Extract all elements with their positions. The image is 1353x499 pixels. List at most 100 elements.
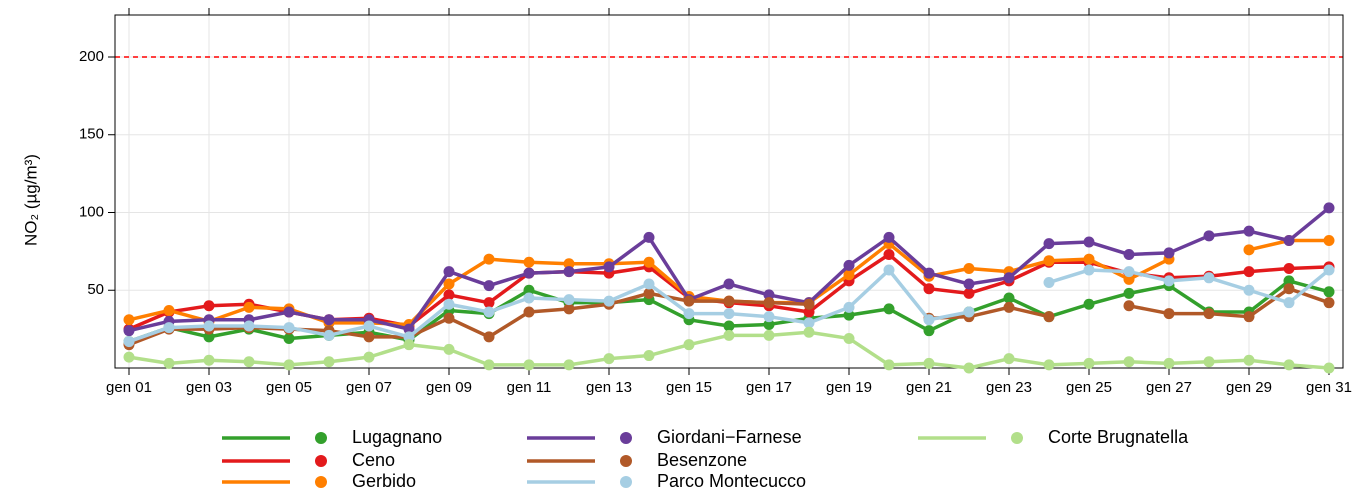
data-point	[1123, 300, 1135, 312]
data-point	[723, 320, 735, 332]
data-point	[523, 292, 535, 304]
data-point	[1003, 292, 1015, 304]
legend-label: Parco Montecucco	[657, 471, 806, 491]
data-point	[1043, 359, 1055, 371]
data-point	[243, 301, 255, 313]
data-point	[163, 357, 175, 369]
data-point	[803, 298, 815, 310]
data-point	[163, 304, 175, 316]
data-point	[203, 320, 215, 332]
data-point	[843, 259, 855, 271]
data-point	[763, 289, 775, 301]
data-point	[1123, 287, 1135, 299]
data-point	[1043, 276, 1055, 288]
data-point	[923, 325, 935, 337]
data-point	[1163, 357, 1175, 369]
x-tick-label: gen 15	[666, 379, 712, 396]
data-point	[763, 311, 775, 323]
data-point	[963, 287, 975, 299]
data-point	[1323, 234, 1335, 246]
data-point	[1043, 255, 1055, 267]
data-point	[963, 262, 975, 274]
data-point	[483, 253, 495, 265]
x-tick-label: gen 27	[1146, 379, 1192, 396]
data-point	[763, 318, 775, 330]
data-point	[563, 266, 575, 278]
data-point	[443, 298, 455, 310]
data-point	[443, 343, 455, 355]
data-point	[1243, 266, 1255, 278]
x-tick-label: gen 21	[906, 379, 952, 396]
data-point	[123, 325, 135, 337]
data-point	[1123, 356, 1135, 368]
data-point	[1043, 311, 1055, 323]
data-point	[523, 256, 535, 268]
data-point	[923, 283, 935, 295]
y-axis-label: NO₂ (µg/m³)	[21, 154, 40, 246]
data-point	[323, 329, 335, 341]
data-point	[1083, 253, 1095, 265]
data-point	[963, 306, 975, 318]
x-tick-label: gen 23	[986, 379, 1032, 396]
data-point	[563, 359, 575, 371]
series-line	[1048, 268, 1331, 305]
data-point	[1163, 308, 1175, 320]
y-tick-label: 100	[79, 203, 104, 220]
y-tick-label: 50	[87, 281, 104, 298]
data-point	[123, 314, 135, 326]
data-point	[323, 356, 335, 368]
legend-label: Giordani−Farnese	[657, 427, 802, 447]
data-point	[563, 258, 575, 270]
data-point	[1243, 225, 1255, 237]
data-point	[883, 248, 895, 260]
legend-label: Lugagnano	[352, 427, 442, 447]
data-point	[723, 308, 735, 320]
data-point	[443, 278, 455, 290]
data-point	[1283, 359, 1295, 371]
legend-dot	[1011, 432, 1023, 444]
data-point	[883, 303, 895, 315]
data-point	[283, 306, 295, 318]
data-point	[443, 312, 455, 324]
data-point	[203, 300, 215, 312]
data-point	[1083, 264, 1095, 276]
data-point	[923, 267, 935, 279]
data-point	[1323, 264, 1335, 276]
data-point	[603, 261, 615, 273]
data-point	[1003, 301, 1015, 313]
data-point	[803, 306, 815, 318]
x-tick-label: gen 05	[266, 379, 312, 396]
data-point	[883, 359, 895, 371]
data-point	[243, 320, 255, 332]
data-point	[403, 323, 415, 335]
data-point	[763, 297, 775, 309]
data-point	[1003, 272, 1015, 284]
data-point	[483, 359, 495, 371]
data-point	[1203, 308, 1215, 320]
data-point	[1203, 230, 1215, 242]
x-tick-label: gen 17	[746, 379, 792, 396]
data-point	[923, 357, 935, 369]
data-point	[563, 303, 575, 315]
data-point	[603, 353, 615, 365]
data-point	[323, 314, 335, 326]
data-point	[923, 314, 935, 326]
data-point	[443, 266, 455, 278]
data-point	[643, 256, 655, 268]
data-point	[523, 267, 535, 279]
data-point	[603, 295, 615, 307]
data-point	[643, 231, 655, 243]
data-point	[523, 359, 535, 371]
x-tick-label: gen 09	[426, 379, 472, 396]
data-point	[1203, 272, 1215, 284]
data-point	[203, 354, 215, 366]
data-point	[1283, 297, 1295, 309]
data-point	[283, 332, 295, 344]
data-point	[1123, 273, 1135, 285]
data-point	[1283, 275, 1295, 287]
data-point	[683, 295, 695, 307]
legend-dot	[620, 432, 632, 444]
legend-dot	[315, 476, 327, 488]
data-point	[1003, 353, 1015, 365]
